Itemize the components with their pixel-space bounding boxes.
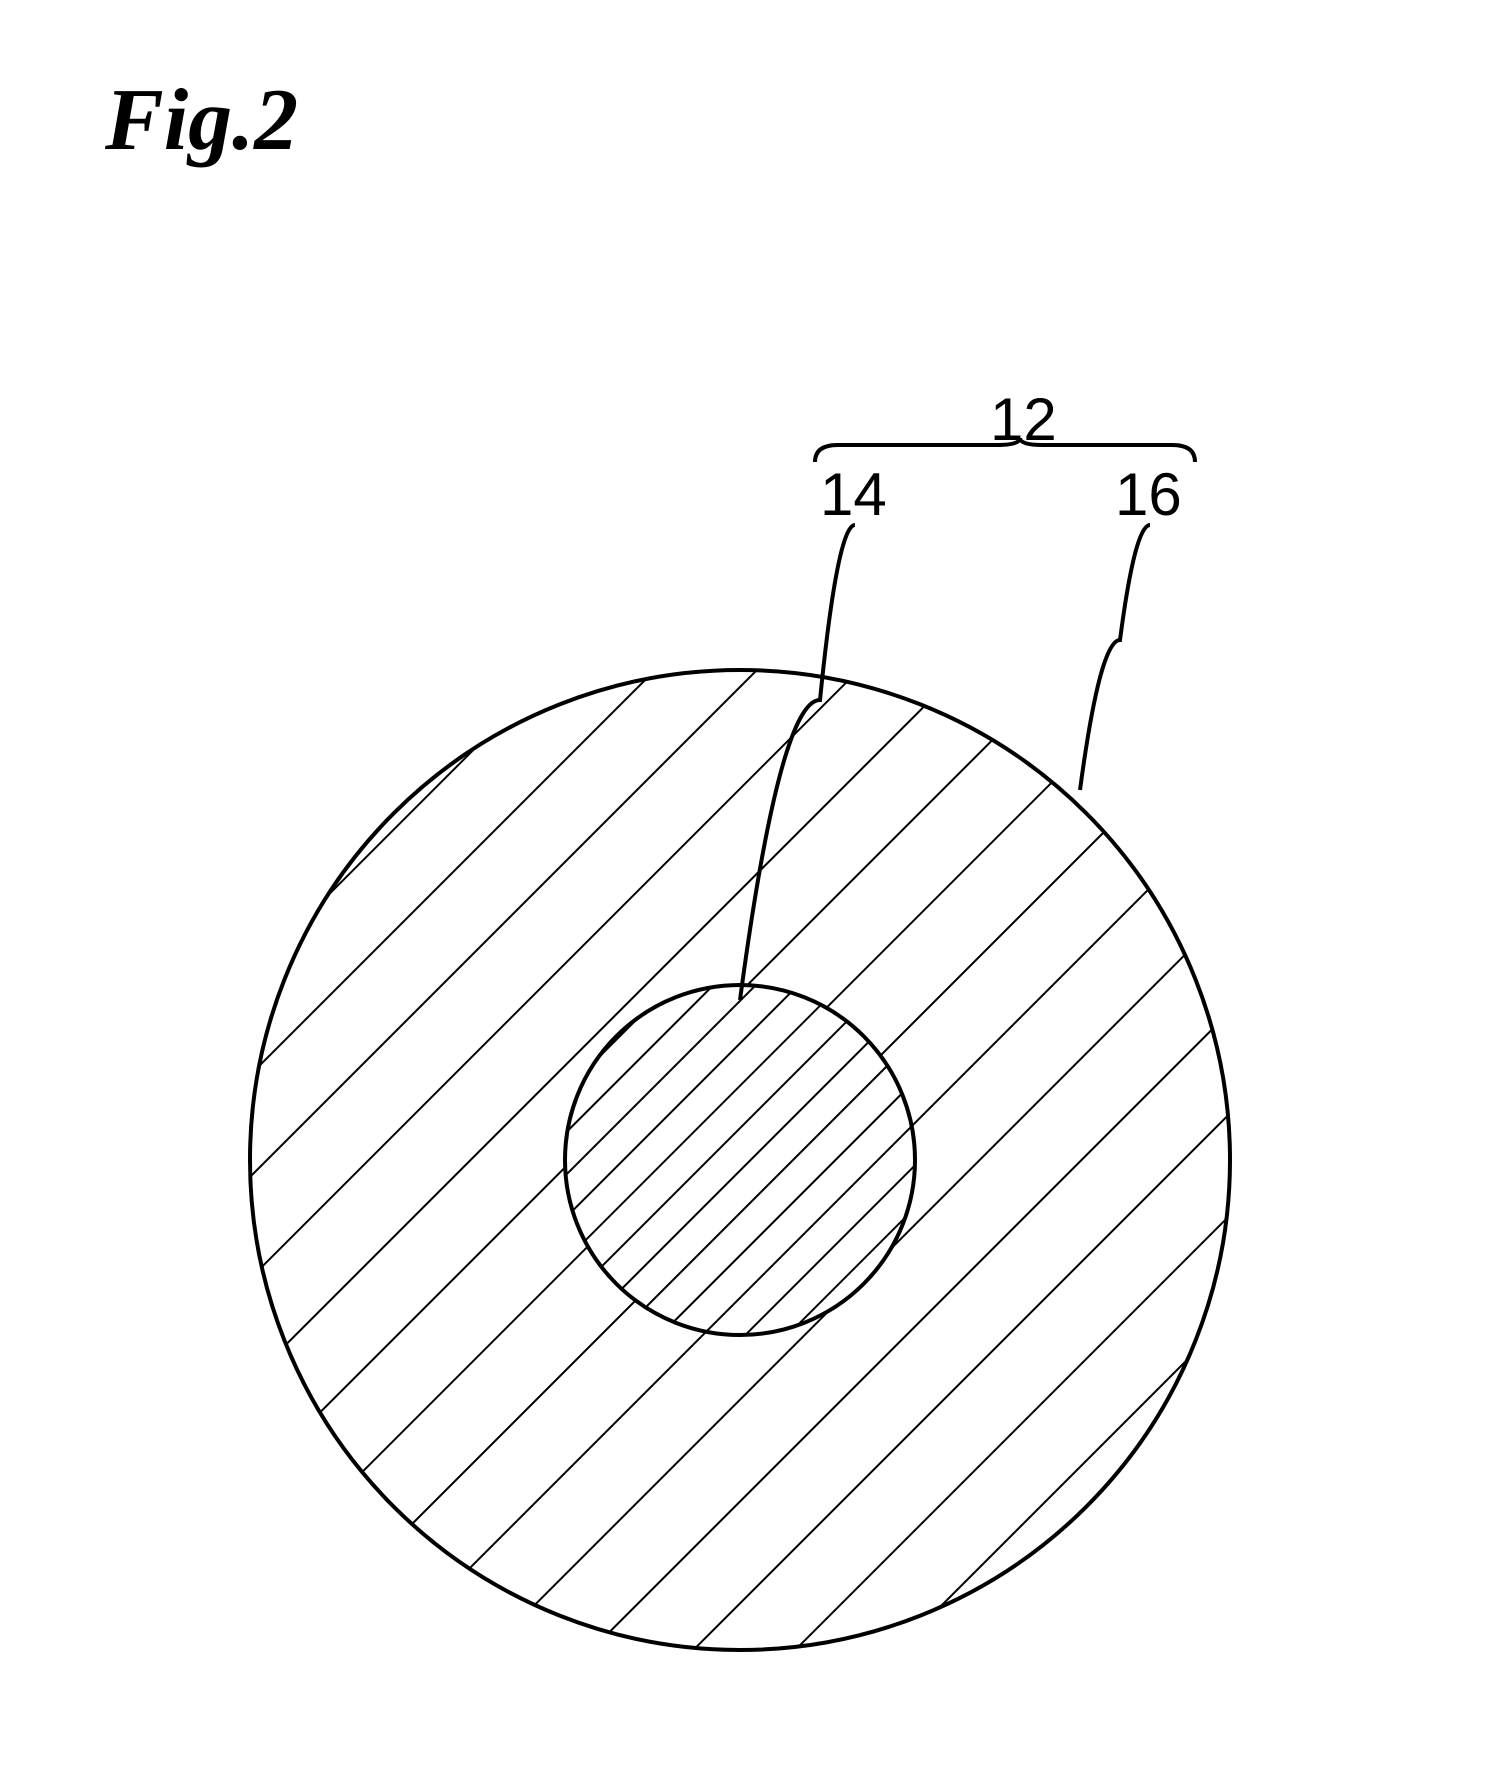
diagram-svg (0, 0, 1503, 1776)
label-outer-16: 16 (1115, 460, 1182, 529)
page: Fig.2 (0, 0, 1503, 1776)
leader-line-outer (1080, 525, 1150, 790)
label-group-12: 12 (990, 385, 1057, 454)
label-inner-14: 14 (820, 460, 887, 529)
inner-region (565, 985, 915, 1335)
